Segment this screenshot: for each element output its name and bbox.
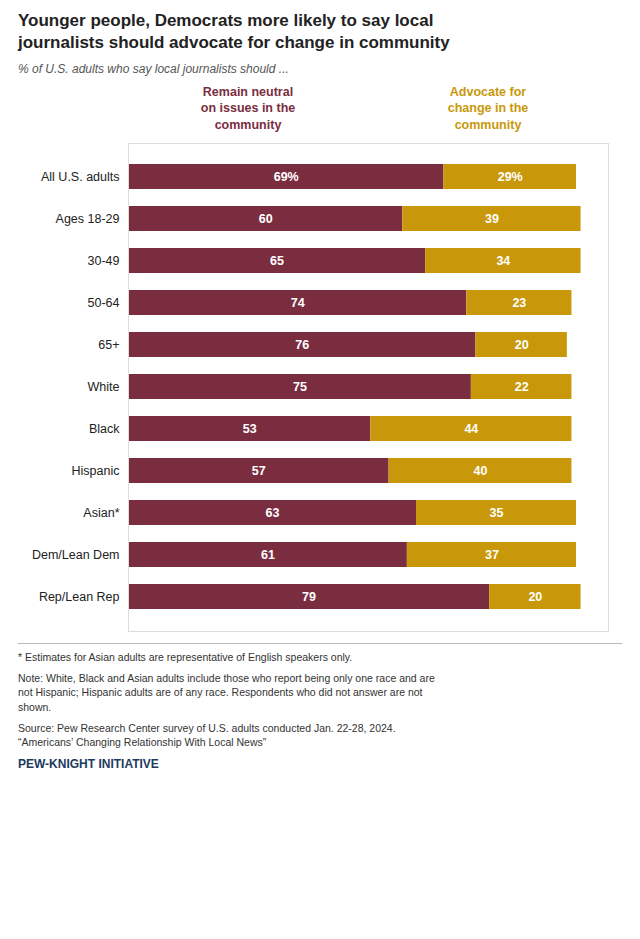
svg-text:79: 79	[302, 590, 316, 604]
html-text:Remain neutral on issues in th: Remain neutral on issues in the communit…	[200, 85, 296, 132]
svg-text:20: 20	[515, 338, 529, 352]
svg-text:61: 61	[261, 548, 275, 562]
svg-text:57: 57	[252, 464, 266, 478]
svg-text:69%: 69%	[274, 170, 299, 184]
svg-text:Black: Black	[89, 422, 120, 436]
svg-text:Ages 18-29: Ages 18-29	[56, 212, 120, 226]
svg-text:34: 34	[496, 254, 510, 268]
svg-text:Asian*: Asian*	[83, 506, 119, 520]
svg-text:20: 20	[528, 590, 542, 604]
html-text:PEW-KNIGHT INITIATIVE: PEW-KNIGHT INITIATIVE	[18, 757, 159, 772]
svg-text:30-49: 30-49	[88, 254, 120, 268]
svg-text:60: 60	[259, 212, 273, 226]
svg-text:35: 35	[490, 506, 504, 520]
svg-text:53: 53	[243, 422, 257, 436]
svg-text:Rep/Lean Rep: Rep/Lean Rep	[39, 590, 120, 604]
svg-text:White: White	[88, 380, 120, 394]
svg-text:50-64: 50-64	[88, 296, 120, 310]
html-text:Advocate for change in the com: Advocate for change in the community	[447, 85, 529, 132]
svg-text:23: 23	[512, 296, 526, 310]
svg-text:75: 75	[293, 380, 307, 394]
svg-text:65+: 65+	[98, 338, 119, 352]
svg-text:39: 39	[485, 212, 499, 226]
svg-text:29%: 29%	[498, 170, 523, 184]
svg-text:76: 76	[295, 338, 309, 352]
svg-text:All U.S. adults: All U.S. adults	[41, 170, 120, 184]
svg-text:40: 40	[474, 464, 488, 478]
svg-text:22: 22	[515, 380, 529, 394]
html-text:Younger people, Democrats more: Younger people, Democrats more likely to…	[18, 11, 450, 53]
html-text:% of U.S. adults who say local: % of U.S. adults who say local journalis…	[18, 62, 289, 77]
svg-text:37: 37	[485, 548, 499, 562]
svg-text:44: 44	[464, 422, 478, 436]
svg-text:63: 63	[266, 506, 280, 520]
html-text:Source: Pew Research Center su: Source: Pew Research Center survey of U.…	[18, 721, 396, 749]
svg-text:74: 74	[291, 296, 305, 310]
html-text:Note: White, Black and Asian a: Note: White, Black and Asian adults incl…	[18, 671, 435, 713]
svg-text:Dem/Lean Dem: Dem/Lean Dem	[32, 548, 120, 562]
html-text:* Estimates for Asian adults a: * Estimates for Asian adults are represe…	[18, 650, 353, 663]
svg-text:Hispanic: Hispanic	[72, 464, 120, 478]
svg-text:65: 65	[270, 254, 284, 268]
